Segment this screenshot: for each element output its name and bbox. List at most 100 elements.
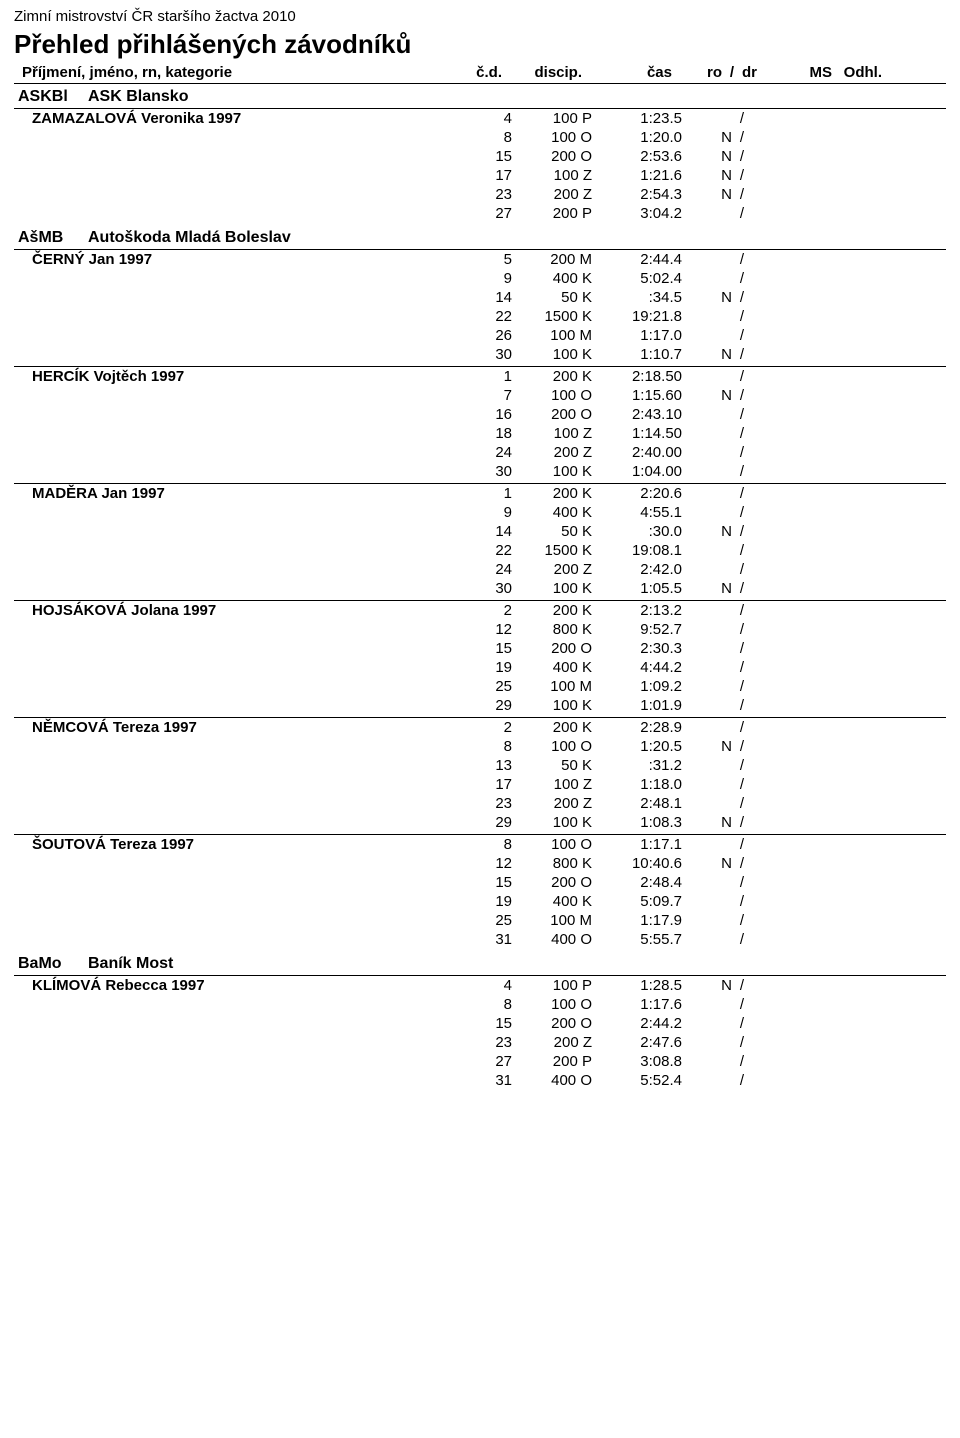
athlete-name: MADĚRA Jan 1997 <box>14 485 462 502</box>
club-name: ASK Blansko <box>88 88 946 106</box>
result-time: 5:09.7 <box>592 893 682 910</box>
result-cd: 26 <box>462 327 512 344</box>
col-header-dr: dr <box>742 64 782 81</box>
result-dr <box>752 406 792 423</box>
result-time: 1:05.5 <box>592 580 682 597</box>
result-discipline: 100 P <box>512 110 592 127</box>
result-time: 1:18.0 <box>592 776 682 793</box>
result-ms <box>792 205 842 222</box>
athlete-name <box>14 308 462 325</box>
result-slash: / <box>732 308 752 325</box>
athlete-name <box>14 167 462 184</box>
result-row: 29100 K1:01.9/ <box>14 696 946 715</box>
result-discipline: 100 Z <box>512 167 592 184</box>
result-row: KLÍMOVÁ Rebecca 19974100 P1:28.5N/ <box>14 976 946 995</box>
result-ms <box>792 580 842 597</box>
result-discipline: 50 K <box>512 757 592 774</box>
result-discipline: 100 O <box>512 387 592 404</box>
result-ro <box>682 1015 732 1032</box>
result-row: ZAMAZALOVÁ Veronika 19974100 P1:23.5/ <box>14 109 946 128</box>
result-ro <box>682 205 732 222</box>
result-ro <box>682 444 732 461</box>
result-slash: / <box>732 148 752 165</box>
result-discipline: 400 O <box>512 931 592 948</box>
result-cd: 19 <box>462 893 512 910</box>
result-row: 23200 Z2:47.6/ <box>14 1033 946 1052</box>
result-cd: 13 <box>462 757 512 774</box>
result-slash: / <box>732 542 752 559</box>
athlete-block: ZAMAZALOVÁ Veronika 19974100 P1:23.5/810… <box>14 109 946 225</box>
result-ms <box>792 738 842 755</box>
result-dr <box>752 757 792 774</box>
result-dr <box>752 580 792 597</box>
athlete-name <box>14 1072 462 1089</box>
result-odhl <box>842 270 892 287</box>
result-slash: / <box>732 444 752 461</box>
result-ro <box>682 912 732 929</box>
result-cd: 8 <box>462 129 512 146</box>
col-header-time: čas <box>582 64 672 81</box>
result-discipline: 100 K <box>512 580 592 597</box>
result-odhl <box>842 719 892 736</box>
result-discipline: 100 Z <box>512 776 592 793</box>
result-ro: N <box>682 814 732 831</box>
result-ro <box>682 621 732 638</box>
result-discipline: 50 K <box>512 523 592 540</box>
result-odhl <box>842 308 892 325</box>
result-row: 30100 K1:05.5N/ <box>14 579 946 598</box>
result-discipline: 200 M <box>512 251 592 268</box>
result-cd: 8 <box>462 996 512 1013</box>
result-row: 31400 O5:52.4/ <box>14 1071 946 1090</box>
result-discipline: 1500 K <box>512 542 592 559</box>
result-cd: 4 <box>462 110 512 127</box>
result-time: 3:08.8 <box>592 1053 682 1070</box>
result-dr <box>752 346 792 363</box>
result-ms <box>792 129 842 146</box>
athlete-name <box>14 444 462 461</box>
result-dr <box>752 387 792 404</box>
athlete-name <box>14 738 462 755</box>
result-row: NĚMCOVÁ Tereza 19972200 K2:28.9/ <box>14 718 946 737</box>
result-dr <box>752 1034 792 1051</box>
result-time: 1:14.50 <box>592 425 682 442</box>
athlete-name <box>14 814 462 831</box>
result-ro <box>682 504 732 521</box>
athlete-name <box>14 893 462 910</box>
result-ro <box>682 931 732 948</box>
result-odhl <box>842 1015 892 1032</box>
result-row: 15200 O2:53.6N/ <box>14 147 946 166</box>
athlete-block: HERCÍK Vojtěch 19971200 K2:18.50/7100 O1… <box>14 367 946 484</box>
result-time: :34.5 <box>592 289 682 306</box>
result-slash: / <box>732 836 752 853</box>
result-ro: N <box>682 289 732 306</box>
result-odhl <box>842 289 892 306</box>
result-dr <box>752 444 792 461</box>
result-cd: 22 <box>462 308 512 325</box>
result-slash: / <box>732 561 752 578</box>
result-row: 15200 O2:44.2/ <box>14 1014 946 1033</box>
result-ms <box>792 977 842 994</box>
athlete-name <box>14 186 462 203</box>
result-discipline: 800 K <box>512 621 592 638</box>
result-dr <box>752 912 792 929</box>
result-ms <box>792 504 842 521</box>
result-dr <box>752 697 792 714</box>
result-slash: / <box>732 425 752 442</box>
athlete-name <box>14 129 462 146</box>
result-discipline: 200 K <box>512 602 592 619</box>
result-row: 23200 Z2:48.1/ <box>14 794 946 813</box>
result-cd: 8 <box>462 738 512 755</box>
athlete-name <box>14 659 462 676</box>
result-discipline: 100 O <box>512 836 592 853</box>
result-dr <box>752 327 792 344</box>
result-odhl <box>842 776 892 793</box>
result-cd: 30 <box>462 463 512 480</box>
club-row: BaMoBaník Most <box>14 951 946 975</box>
result-odhl <box>842 425 892 442</box>
result-slash: / <box>732 1072 752 1089</box>
result-discipline: 400 K <box>512 270 592 287</box>
result-ms <box>792 406 842 423</box>
result-dr <box>752 308 792 325</box>
result-ro <box>682 368 732 385</box>
result-slash: / <box>732 110 752 127</box>
